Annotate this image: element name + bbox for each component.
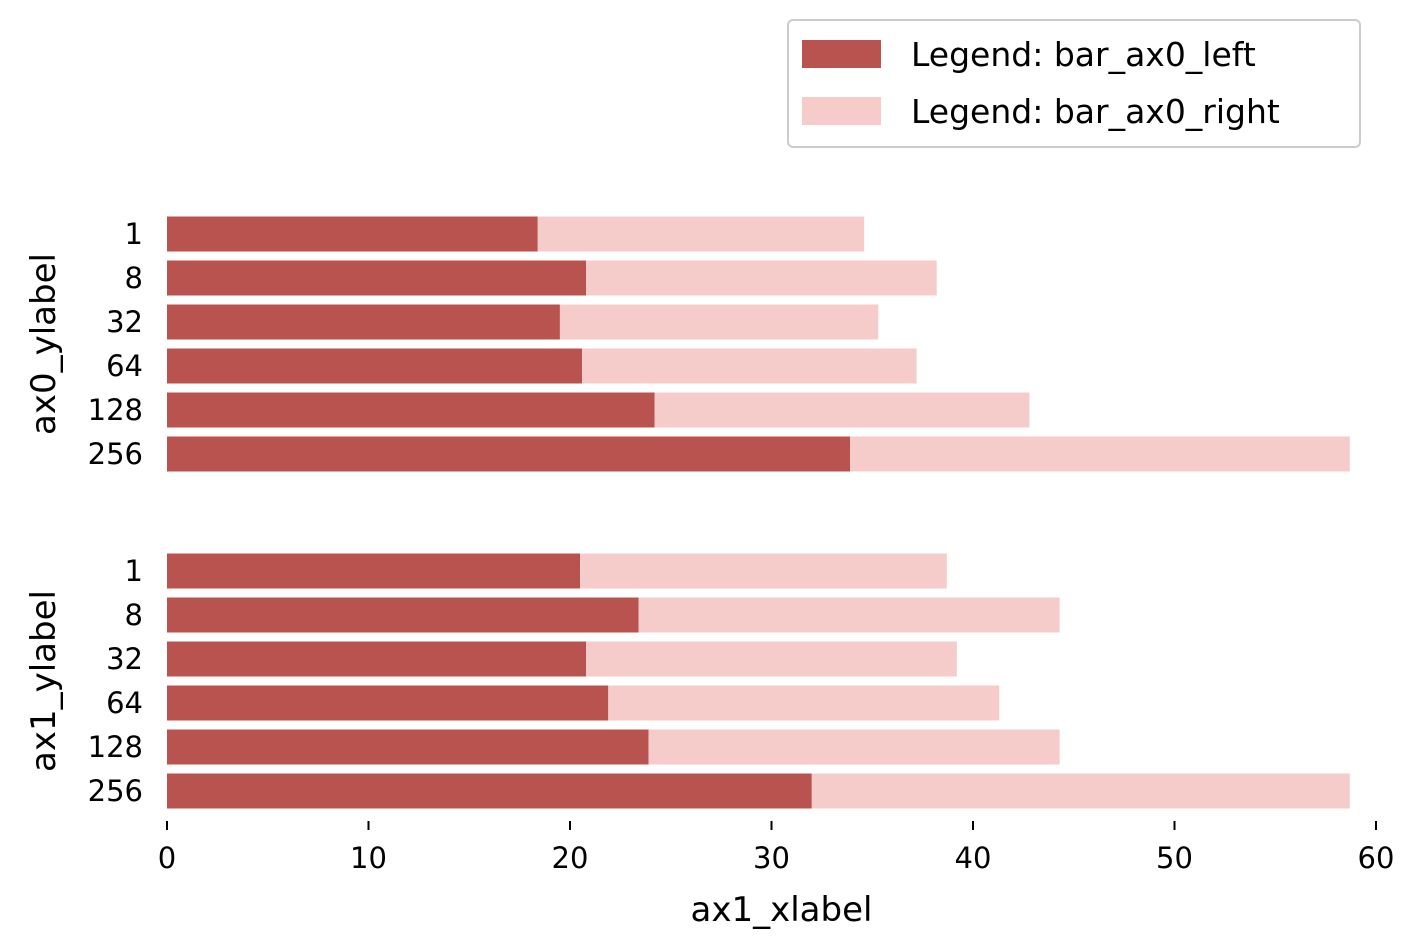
- bar-panel0-left-1: [167, 216, 538, 252]
- y-tick-label: 64: [106, 349, 143, 383]
- bar-panels: 1 8 32 64 128 256 ax0_ylabel 1 8 32 64 128 256 ax1_yl…: [24, 216, 1350, 809]
- y-tick-label: 8: [125, 261, 143, 295]
- x-tick-label: 40: [955, 841, 992, 875]
- y-tick-label: 128: [88, 393, 143, 427]
- bar-panel0-left-128: [167, 392, 655, 428]
- bar-panel1-right-32: [586, 641, 957, 677]
- bar-panel1-right-128: [648, 729, 1060, 765]
- x-tick-label: 30: [753, 841, 790, 875]
- bar-panel0-left-64: [167, 348, 583, 384]
- bar-panel1-left-8: [167, 597, 639, 633]
- y-axis-label: ax0_ylabel: [24, 253, 64, 435]
- y-axis-label: ax1_ylabel: [24, 590, 64, 772]
- legend-swatch-left: [802, 40, 881, 68]
- bar-panel1-left-32: [167, 641, 587, 677]
- legend-swatch-right: [802, 97, 881, 125]
- x-tick-label: 20: [552, 841, 589, 875]
- bar-panel1-left-128: [167, 729, 649, 765]
- legend-label-left: Legend: bar_ax0_left: [911, 35, 1256, 74]
- bar-panel0-left-256: [167, 436, 851, 472]
- bar-panel1-right-8: [638, 597, 1060, 633]
- y-tick-label: 128: [88, 730, 143, 764]
- bar-panel1-left-64: [167, 685, 609, 721]
- bar-panel0-right-1: [537, 216, 865, 252]
- y-tick-label: 8: [125, 598, 143, 632]
- y-tick-label: 1: [125, 217, 143, 251]
- bar-panel0-right-8: [586, 260, 937, 296]
- bar-panel0-right-256: [850, 436, 1350, 472]
- bar-panel0-right-64: [582, 348, 917, 384]
- x-axis: 0 10 20 30 40 50 60: [158, 821, 1395, 875]
- legend-label-right: Legend: bar_ax0_right: [911, 92, 1280, 131]
- bar-panel0-right-128: [654, 392, 1030, 428]
- legend-box: [787, 19, 1361, 148]
- bar-panel1-right-1: [580, 553, 947, 589]
- x-axis-label: ax1_xlabel: [691, 890, 873, 930]
- y-tick-label: 256: [88, 437, 143, 471]
- bar-panel1-left-1: [167, 553, 581, 589]
- bar-panel1-right-256: [811, 773, 1350, 809]
- panel-1: 1 8 32 64 128 256 ax1_ylabel: [24, 553, 1350, 809]
- bar-panel0-left-32: [167, 304, 560, 340]
- bar-panel0-left-8: [167, 260, 587, 296]
- y-tick-label: 64: [106, 686, 143, 720]
- bar-panel1-left-256: [167, 773, 812, 809]
- y-tick-label: 256: [88, 774, 143, 808]
- x-tick-label: 50: [1156, 841, 1193, 875]
- legend: Legend: bar_ax0_left Legend: bar_ax0_rig…: [787, 19, 1361, 148]
- y-tick-label: 32: [106, 305, 143, 339]
- bar-panel1-right-64: [608, 685, 1000, 721]
- x-tick-label: 10: [350, 841, 387, 875]
- y-tick-label: 32: [106, 642, 143, 676]
- x-tick-label: 60: [1358, 841, 1395, 875]
- x-tick-label: 0: [158, 841, 176, 875]
- y-tick-label: 1: [125, 554, 143, 588]
- panel-0: 1 8 32 64 128 256 ax0_ylabel: [24, 216, 1350, 472]
- bar-panel0-right-32: [559, 304, 879, 340]
